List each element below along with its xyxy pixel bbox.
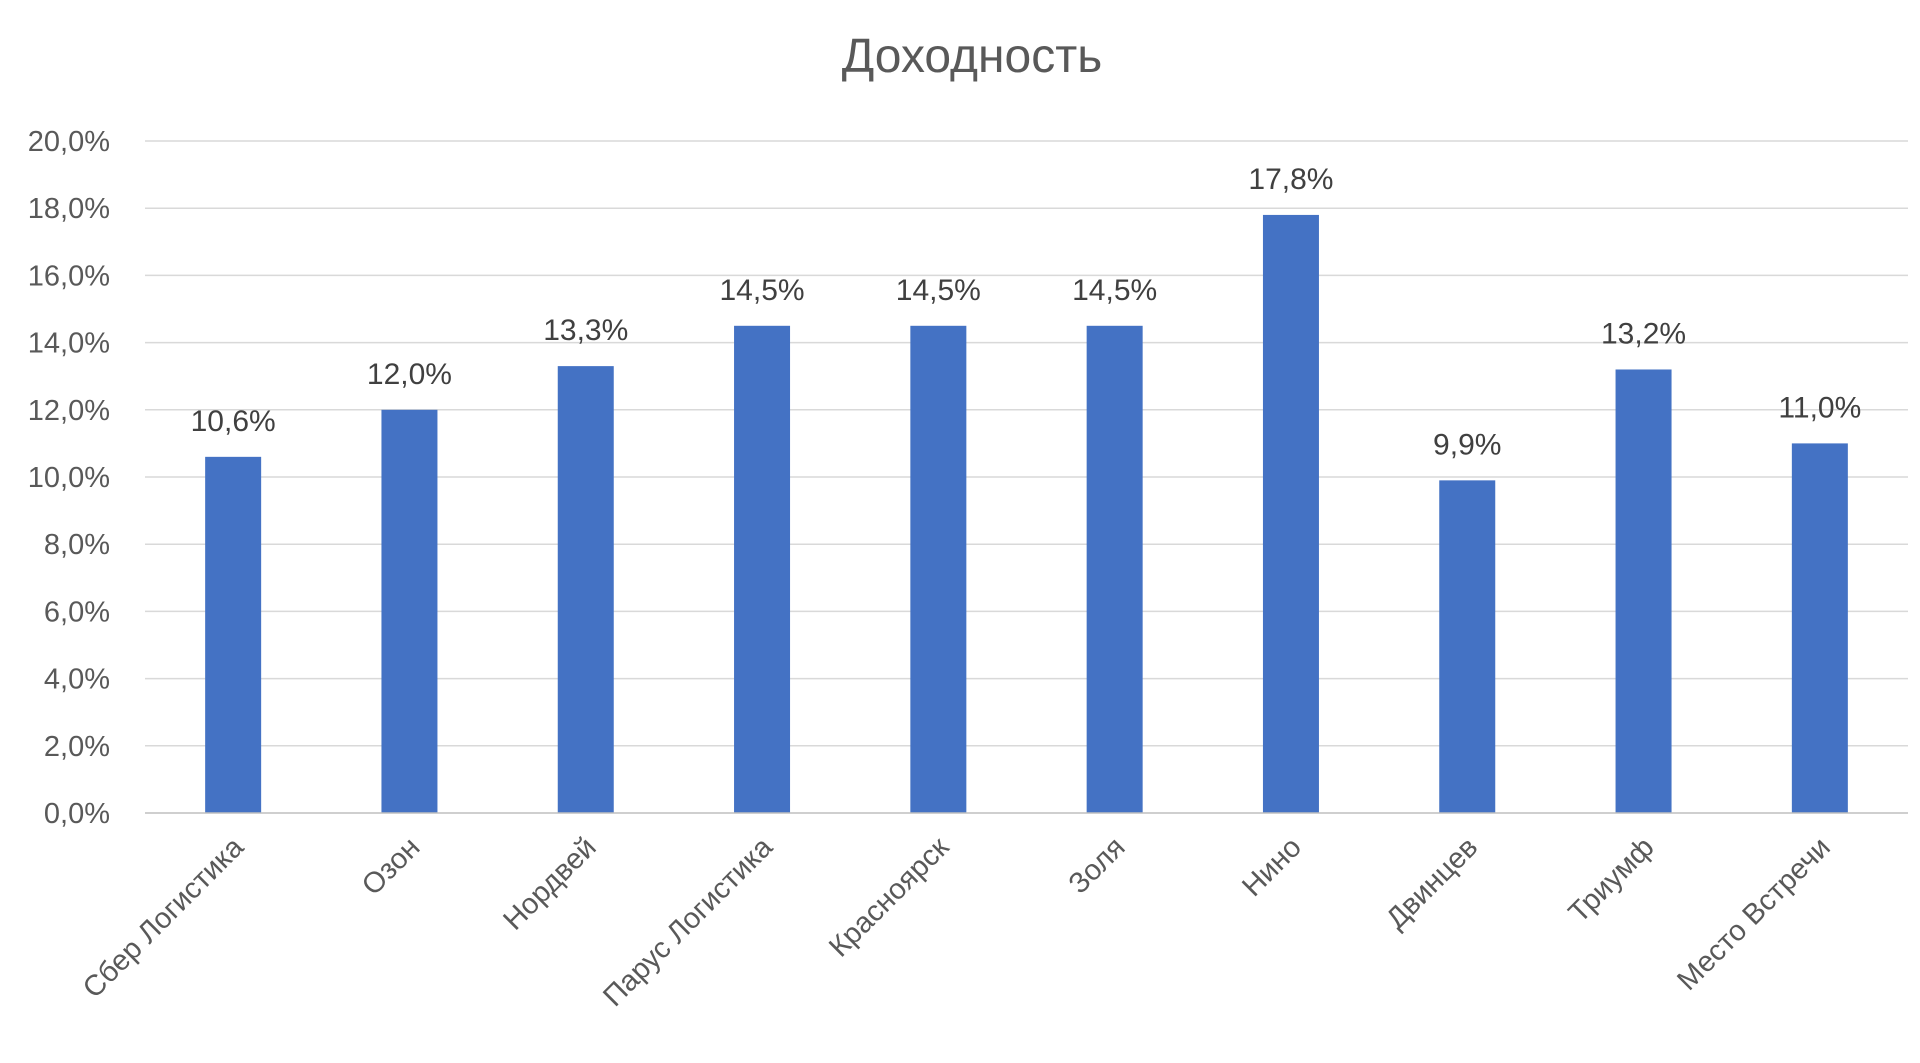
chart-title: Доходность bbox=[842, 30, 1103, 83]
bar bbox=[1262, 214, 1319, 814]
bar bbox=[205, 456, 262, 813]
data-label: 14,5% bbox=[720, 274, 805, 307]
data-label: 9,9% bbox=[1433, 428, 1501, 461]
data-label: 12,0% bbox=[367, 358, 452, 391]
y-axis-ticks: 0,0% 2,0% 4,0% 6,0% 8,0% 10,0% 12,0% 14,0% 16,0%… bbox=[28, 126, 110, 830]
y-tick-label: 8,0% bbox=[44, 529, 110, 561]
x-category-label: Парус Логистика bbox=[597, 831, 779, 1013]
y-tick-label: 4,0% bbox=[44, 664, 110, 696]
y-tick-label: 20,0% bbox=[28, 126, 110, 158]
x-category-label: Место Встречи bbox=[1671, 831, 1836, 996]
bar bbox=[1086, 325, 1143, 813]
bar bbox=[1439, 480, 1496, 813]
y-tick-label: 14,0% bbox=[28, 328, 110, 360]
x-category-label: Триумф bbox=[1563, 831, 1661, 929]
x-category-label: Красноярск bbox=[823, 831, 955, 963]
y-tick-label: 2,0% bbox=[44, 731, 110, 763]
x-category-label: Двинцев bbox=[1380, 831, 1484, 935]
data-label: 13,2% bbox=[1601, 317, 1686, 350]
y-tick-label: 18,0% bbox=[28, 193, 110, 225]
bars bbox=[205, 214, 1848, 814]
y-tick-label: 16,0% bbox=[28, 260, 110, 292]
x-category-label: Озон bbox=[356, 831, 426, 901]
y-tick-label: 10,0% bbox=[28, 462, 110, 494]
y-tick-label: 0,0% bbox=[44, 798, 110, 830]
x-category-label: Сбер Логистика bbox=[77, 831, 251, 1005]
data-labels: 10,6% 12,0% 13,3% 14,5% 14,5% 14,5% 17,8% 9,9% 1… bbox=[191, 163, 1862, 461]
gridlines bbox=[145, 140, 1908, 747]
bar bbox=[1615, 369, 1672, 813]
data-label: 14,5% bbox=[896, 274, 981, 307]
data-label: 17,8% bbox=[1248, 163, 1333, 196]
bar bbox=[910, 325, 967, 813]
x-category-label: Нино bbox=[1236, 831, 1308, 903]
bar bbox=[1791, 443, 1848, 813]
y-tick-label: 6,0% bbox=[44, 596, 110, 628]
bar bbox=[734, 325, 791, 813]
data-label: 13,3% bbox=[543, 314, 628, 347]
bar bbox=[381, 409, 438, 813]
data-label: 14,5% bbox=[1072, 274, 1157, 307]
data-label: 10,6% bbox=[191, 405, 276, 438]
x-category-label: Золя bbox=[1063, 831, 1132, 900]
data-label: 11,0% bbox=[1778, 391, 1861, 424]
y-tick-label: 12,0% bbox=[28, 395, 110, 427]
x-category-label: Нордвей bbox=[497, 831, 602, 936]
bar bbox=[557, 366, 614, 813]
